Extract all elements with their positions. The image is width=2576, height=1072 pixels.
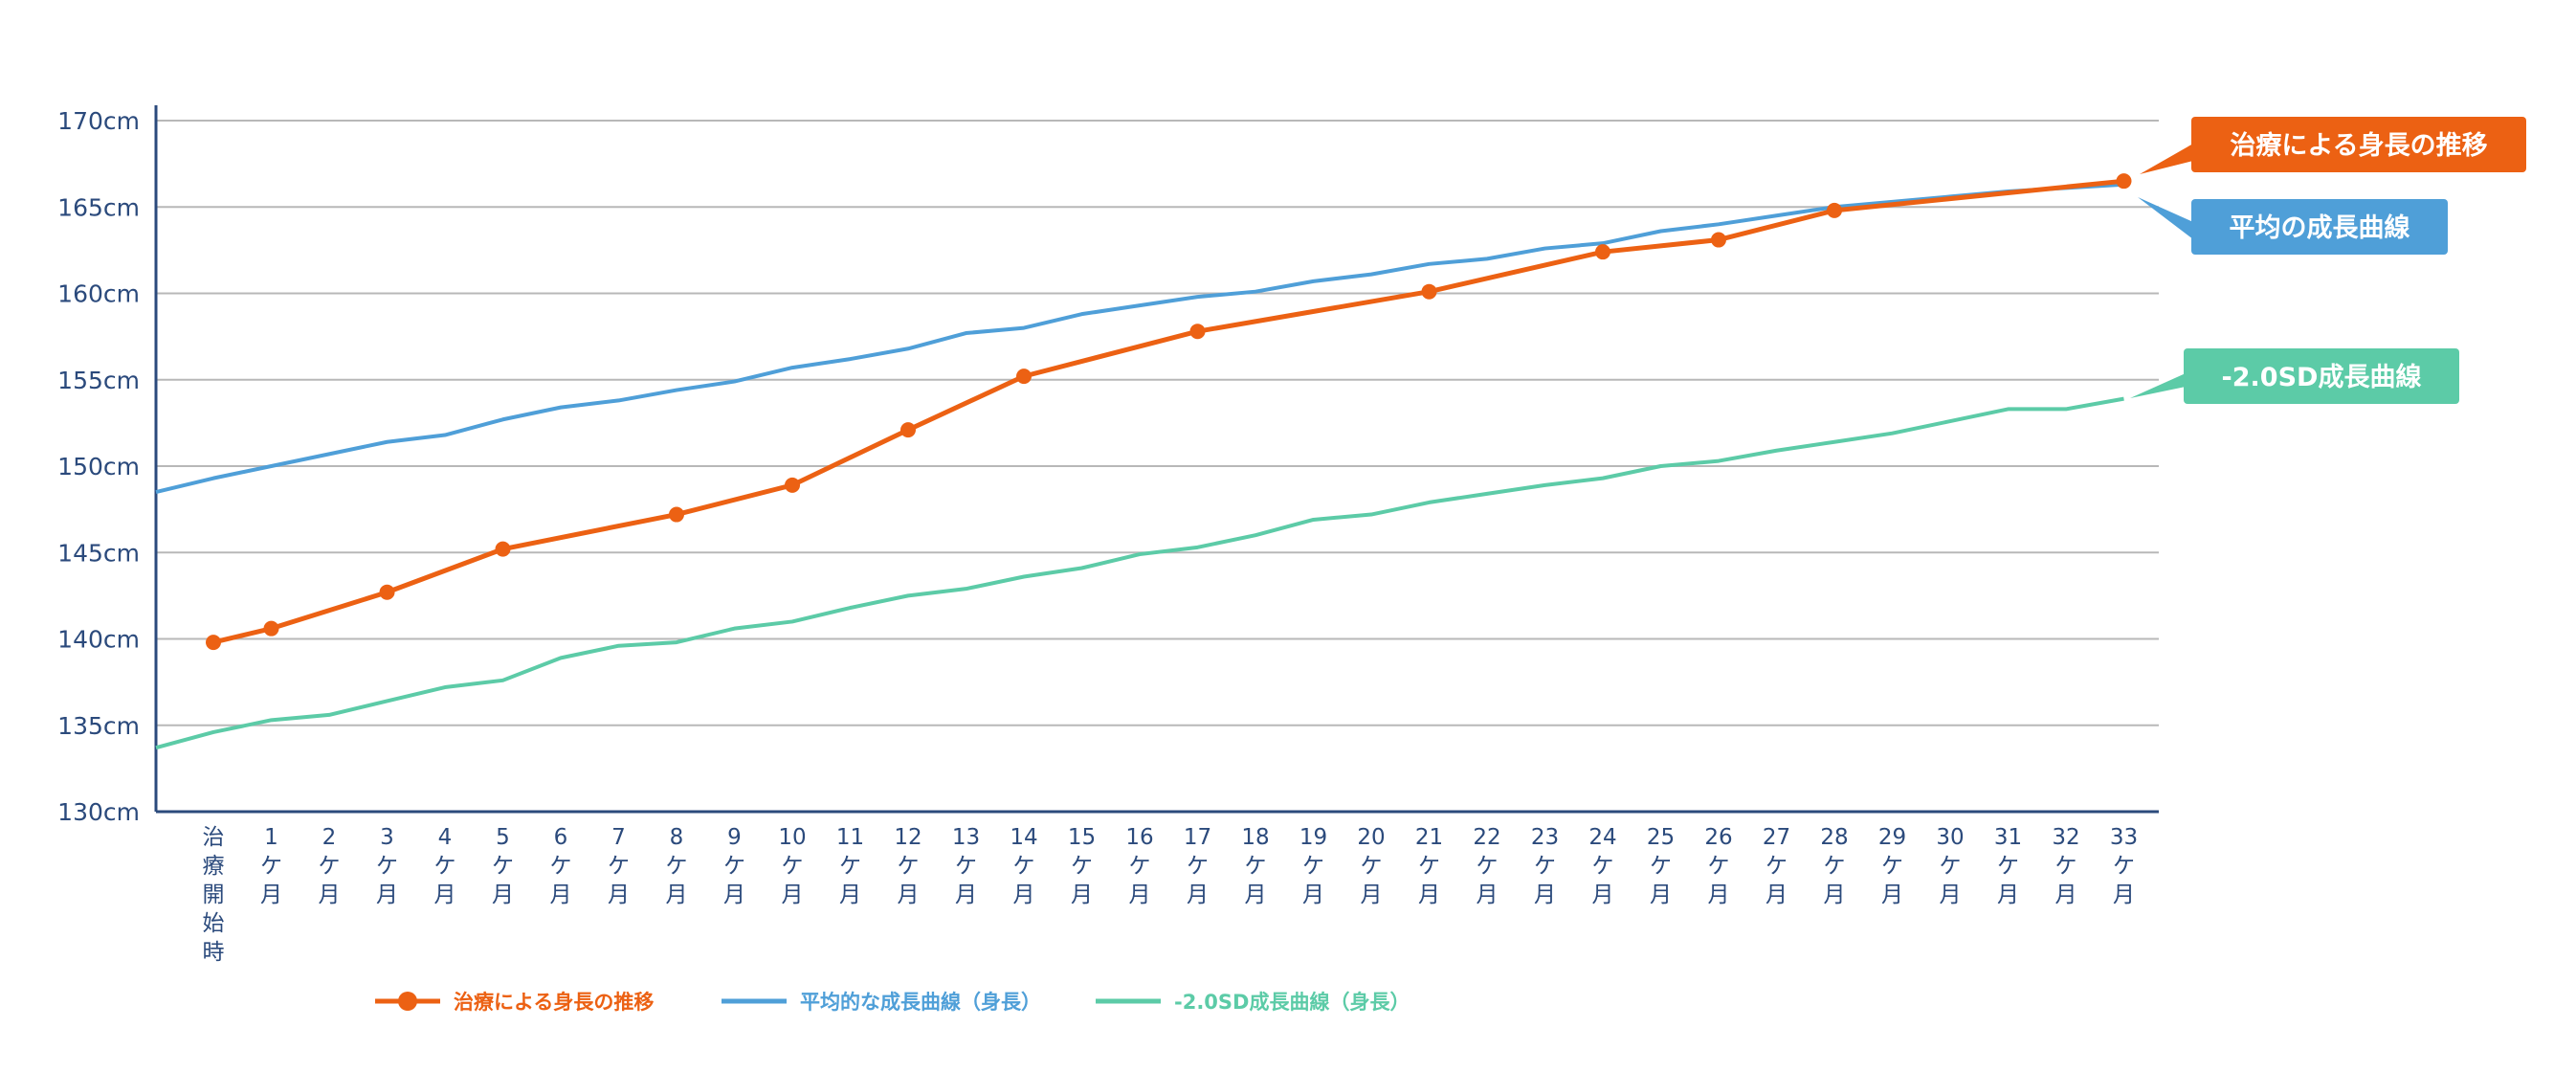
legend-label: -2.0SD成長曲線（身長） (1174, 991, 1410, 1014)
y-tick-label: 160cm (57, 280, 140, 308)
y-tick-label: 170cm (57, 107, 140, 135)
x-tick-label: 5 ケ月 (492, 825, 514, 907)
x-tick-label: 28 ケ月 (1820, 825, 1848, 907)
data-point (1711, 232, 1726, 248)
x-tick-label: 3 ケ月 (376, 825, 398, 907)
x-tick-label: 15 ケ月 (1068, 825, 1096, 907)
data-point (785, 477, 800, 493)
x-tick-label: 8 ケ月 (666, 825, 688, 907)
x-tick-label: 30 ケ月 (1936, 825, 1964, 907)
x-tick-label: 17 ケ月 (1184, 825, 1211, 907)
x-tick-label: 21 ケ月 (1415, 825, 1443, 907)
callout-box (2191, 117, 2526, 172)
data-point (1595, 244, 1610, 260)
data-point (495, 541, 511, 557)
x-tick-label: 12 ケ月 (894, 825, 922, 907)
data-point (2116, 173, 2132, 190)
data-point (1016, 368, 1032, 385)
x-tick-label: 23 ケ月 (1531, 825, 1559, 907)
x-tick-label: 18 ケ月 (1241, 825, 1269, 907)
grid-lines (156, 120, 2159, 726)
y-tick-label: 130cm (57, 798, 140, 826)
x-tick-label: 26 ケ月 (1704, 825, 1732, 907)
callout-box (2184, 348, 2459, 404)
x-tick-label: 治療開始時 (203, 825, 225, 965)
x-tick-label: 1 ケ月 (260, 825, 282, 907)
x-tick-label: 25 ケ月 (1647, 825, 1675, 907)
x-tick-label: 7 ケ月 (608, 825, 630, 907)
x-tick-label: 29 ケ月 (1878, 825, 1906, 907)
series-lines (155, 173, 2132, 750)
x-tick-label: 33 ケ月 (2110, 825, 2138, 907)
x-tick-label: 14 ケ月 (1010, 825, 1037, 907)
x-tick-label: 9 ケ月 (723, 825, 745, 907)
x-tick-label: 24 ケ月 (1588, 825, 1616, 907)
y-tick-label: 145cm (57, 539, 140, 567)
callout-pointer (2130, 373, 2186, 398)
series-line (155, 182, 2124, 495)
data-point (1827, 202, 1842, 218)
x-tick-label: 4 ケ月 (434, 825, 456, 907)
callout-label: 平均の成長曲線 (2230, 212, 2410, 243)
callout-label: 治療による身長の推移 (2230, 130, 2487, 161)
data-point (379, 584, 395, 600)
data-point (1189, 324, 1206, 340)
y-tick-label: 150cm (57, 453, 140, 480)
data-point (669, 506, 684, 523)
data-point (900, 422, 916, 438)
x-tick-label: 22 ケ月 (1473, 825, 1500, 907)
x-tick-label: 11 ケ月 (836, 825, 864, 907)
x-tick-label: 2 ケ月 (319, 825, 341, 907)
x-tick-label: 10 ケ月 (778, 825, 806, 907)
data-point (206, 635, 221, 651)
x-tick-label: 16 ケ月 (1125, 825, 1153, 907)
data-point (1421, 283, 1437, 300)
y-tick-label: 135cm (57, 712, 140, 740)
callout-pointer (2140, 144, 2193, 174)
callout-label: -2.0SD成長曲線 (2222, 362, 2422, 392)
x-tick-label: 6 ケ月 (550, 825, 572, 907)
legend-label: 治療による身長の推移 (454, 991, 654, 1014)
y-tick-label: 140cm (57, 626, 140, 654)
callout-pointer (2138, 197, 2193, 239)
x-tick-label: 20 ケ月 (1357, 825, 1385, 907)
x-tick-label: 27 ケ月 (1763, 825, 1790, 907)
callout-box (2191, 199, 2448, 255)
y-tick-label: 165cm (57, 193, 140, 221)
series-line (212, 178, 2124, 645)
x-tick-label: 32 ケ月 (2052, 825, 2079, 907)
legend-label: 平均的な成長曲線（身長） (800, 991, 1041, 1014)
legend: 治療による身長の推移 平均的な成長曲線（身長） -2.0SD成長曲線（身長） (375, 991, 1410, 1014)
y-axis-tick-labels: 130cm 135cm 140cm 145cm 150cm 155cm 160cm 165cm… (57, 107, 140, 826)
series-line (155, 396, 2124, 750)
legend-marker (398, 992, 417, 1011)
data-point (263, 620, 279, 636)
x-tick-label: 13 ケ月 (952, 825, 980, 907)
y-tick-label: 155cm (57, 367, 140, 394)
x-tick-label: 31 ケ月 (1994, 825, 2022, 907)
x-axis-tick-labels: 治療開始時 1 ケ月 2 ケ月 3 ケ月 4 ケ月 5 ケ月 6 ケ月 7 ケ月 8 ケ月 9 ケ月 10 ケ月 11 ケ月… (203, 825, 2139, 965)
x-tick-label: 19 ケ月 (1299, 825, 1327, 907)
